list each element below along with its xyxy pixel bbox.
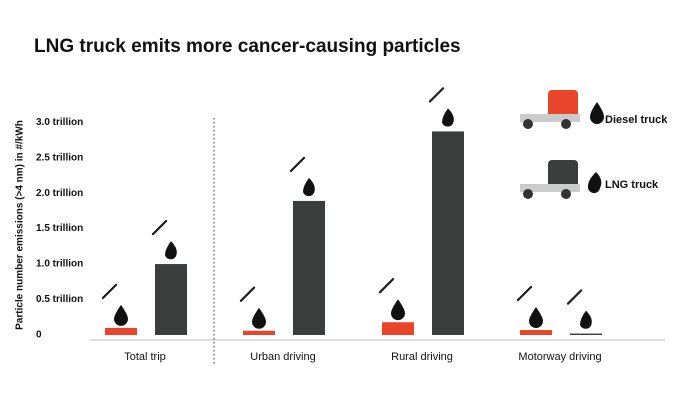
diesel-truck-icon — [520, 90, 604, 129]
particle — [164, 219, 168, 223]
chart-title: LNG truck emits more cancer-causing part… — [34, 36, 461, 57]
y-tick-label: 3.0 trillion — [36, 117, 83, 128]
y-tick-label: 1.5 trillion — [36, 223, 83, 234]
particle — [579, 289, 583, 292]
y-tick-label: 2.0 trillion — [36, 188, 83, 199]
y-axis-title: Particle number emissions (>4 nm) in #/k… — [15, 120, 26, 330]
x-tick-label: Motorway driving — [518, 351, 601, 363]
x-tick-label: Total trip — [124, 351, 166, 363]
y-tick-label: 1.0 trillion — [36, 259, 83, 270]
droplet-icon — [252, 307, 266, 329]
particle — [302, 156, 306, 160]
legend-label: LNG truck — [605, 179, 659, 191]
bar — [432, 131, 464, 335]
bar — [105, 327, 137, 335]
y-tick-label: 2.5 trillion — [36, 152, 83, 163]
bar — [243, 330, 275, 335]
bar — [155, 264, 187, 335]
particle — [391, 278, 395, 281]
flame-icon — [303, 177, 315, 197]
y-tick-label: 0 — [36, 330, 42, 341]
flame-icon — [442, 108, 454, 127]
bar — [570, 333, 602, 335]
x-tick-label: Urban driving — [250, 351, 315, 363]
flame-icon — [580, 310, 592, 329]
flame-icon — [165, 241, 177, 260]
particle — [529, 285, 533, 289]
particle — [252, 286, 256, 289]
bar — [382, 322, 414, 335]
droplet-icon — [391, 299, 405, 321]
legend-label: Diesel truck — [605, 114, 668, 126]
bar — [520, 330, 552, 335]
x-tick-label: Rural driving — [391, 351, 453, 363]
droplet-icon — [529, 307, 543, 329]
y-tick-label: 0.5 trillion — [36, 294, 83, 305]
particle — [114, 283, 118, 287]
bar — [293, 200, 325, 335]
droplet-icon — [114, 304, 128, 326]
lng-truck-icon — [520, 160, 602, 199]
particle — [441, 87, 445, 90]
